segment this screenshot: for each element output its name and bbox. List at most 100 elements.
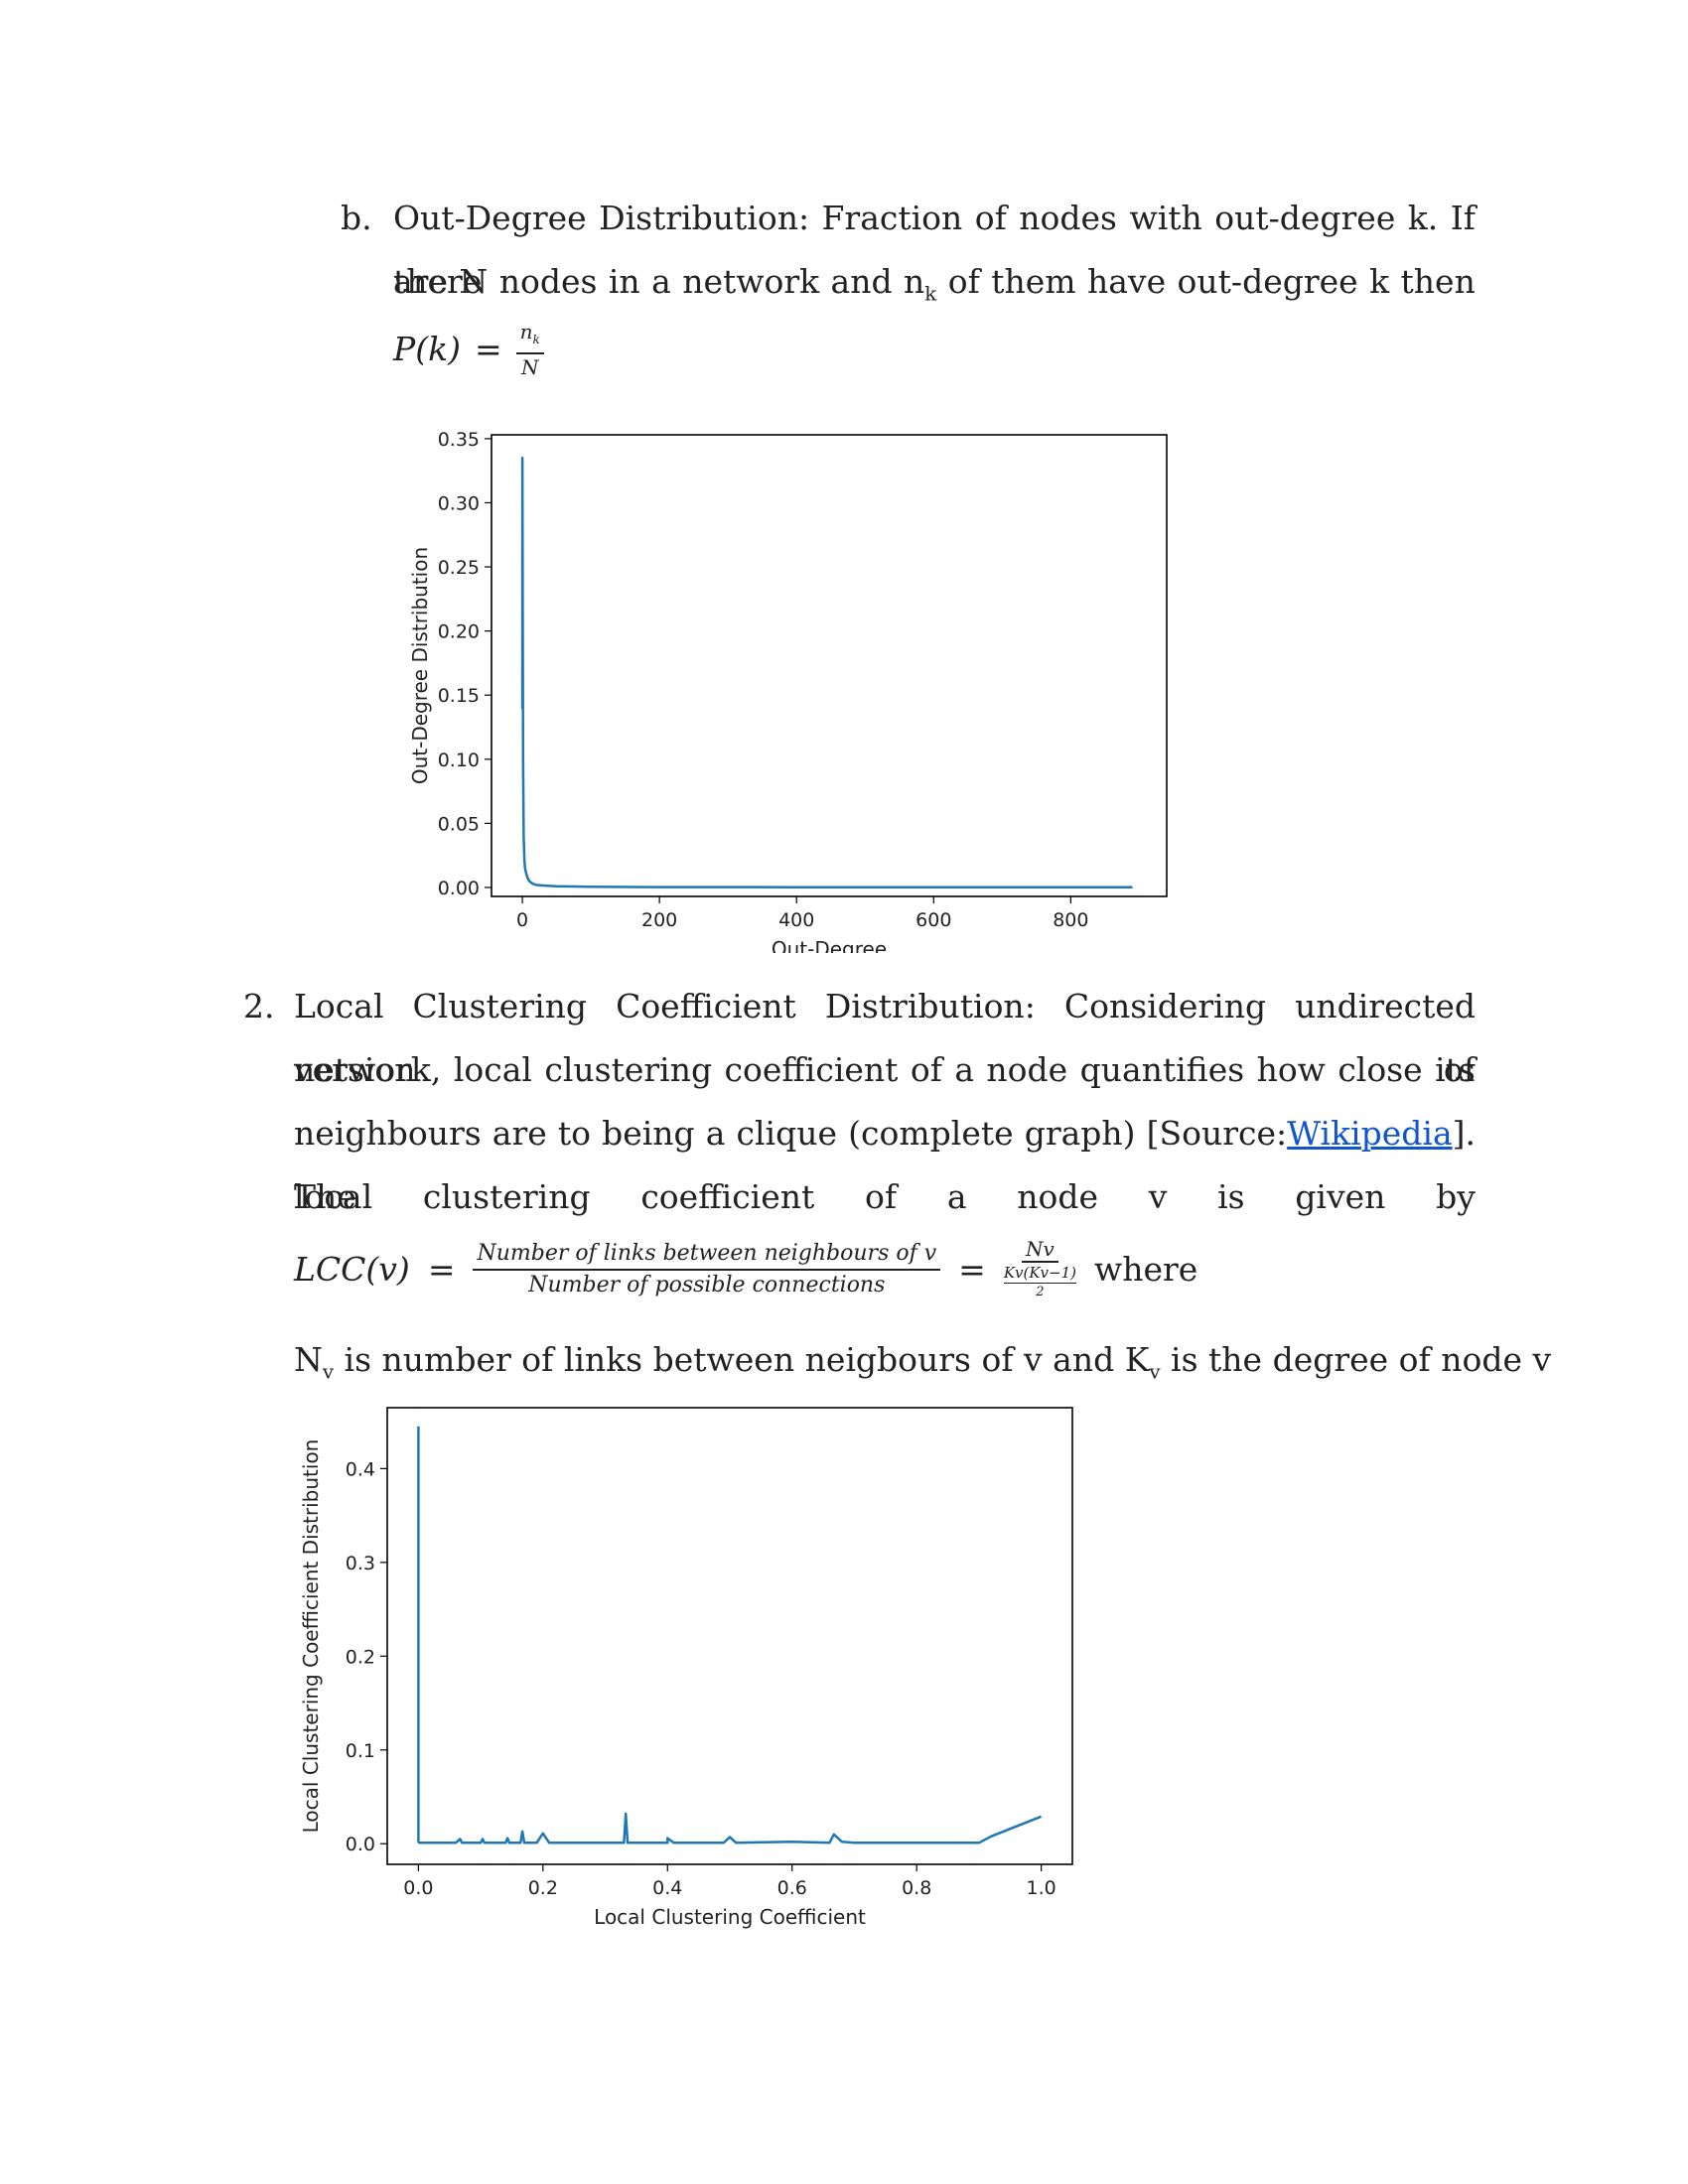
section-2-marker: 2. xyxy=(243,975,275,1038)
x-tick-label: 0.0 xyxy=(403,1877,433,1899)
y-tick-label: 0.3 xyxy=(346,1553,375,1574)
word: clustering xyxy=(544,1050,713,1089)
word: n xyxy=(904,262,925,301)
paragraph-text: Out-Degree Distribution: Fraction of nod… xyxy=(393,199,1476,301)
series-line xyxy=(520,456,1133,889)
section-b-text-line2: are N nodes in a network and nk of them … xyxy=(393,250,1476,327)
word: k xyxy=(1369,262,1390,301)
paragraph-text: neighbours are to being a clique (comple… xyxy=(294,1114,1288,1153)
word: N xyxy=(459,262,489,301)
fraction-numerator-2: Nv xyxy=(1022,1237,1058,1263)
word: node xyxy=(1017,1177,1098,1216)
word: by xyxy=(1436,1177,1476,1216)
word-nk: nk xyxy=(904,250,936,327)
section-b-text-line1: Out-Degree Distribution: Fraction of nod… xyxy=(393,187,1476,314)
word: are xyxy=(393,262,448,301)
word: a xyxy=(954,1050,974,1089)
formula-equals: = xyxy=(474,330,502,368)
paragraph-text: N xyxy=(294,1340,323,1379)
word: of xyxy=(947,262,980,301)
word: have xyxy=(1087,262,1167,301)
x-tick-label: 800 xyxy=(1053,909,1088,931)
paragraph-text: ]. The xyxy=(294,1114,1476,1216)
word: coefficient xyxy=(640,1177,815,1216)
section-2-text-line1: Local Clustering Coefficient Distributio… xyxy=(294,975,1476,1102)
x-tick-label: 400 xyxy=(778,909,814,931)
word: quantifies xyxy=(1079,1050,1245,1089)
y-tick-label: 0.35 xyxy=(438,429,480,451)
x-tick-label: 1.0 xyxy=(1027,1877,1056,1899)
paragraph-text: is the degree of node v xyxy=(1160,1340,1552,1379)
x-axis-label: Out-Degree xyxy=(772,937,887,953)
word: network, xyxy=(294,1050,442,1089)
fraction-numerator: Number of links between neighbours of v xyxy=(473,1239,941,1271)
word: them xyxy=(991,262,1076,301)
word: clustering xyxy=(422,1177,591,1216)
formula-equals-2: = xyxy=(958,1249,986,1289)
word: local xyxy=(294,1177,373,1216)
list-marker: b. xyxy=(341,199,372,237)
plot-frame xyxy=(386,1407,1073,1865)
subscript: v xyxy=(322,1360,335,1384)
paragraph-text: Local Clustering Coefficient Distributio… xyxy=(294,987,1476,1089)
fraction-denominator-2: Kv(Kv−1) xyxy=(1003,1264,1076,1284)
series-line xyxy=(417,1426,1043,1844)
word: then xyxy=(1400,262,1476,301)
formula-fraction-2: Nv Kv(Kv−1) 2 xyxy=(1003,1237,1076,1301)
paragraph-text: is number of links between neigbours of … xyxy=(334,1340,1150,1379)
plot-frame xyxy=(491,434,1168,897)
word: its xyxy=(1435,1050,1476,1089)
word: in xyxy=(608,262,640,301)
word: out-degree xyxy=(1177,262,1358,301)
y-tick-label: 0.05 xyxy=(438,813,480,835)
word: nodes xyxy=(498,262,598,301)
section-2-text-line6: Nv is number of links between neigbours … xyxy=(294,1328,1551,1405)
x-axis-label: Local Clustering Coefficient xyxy=(594,1905,866,1929)
formula-equals: = xyxy=(427,1249,456,1289)
formula-where: where xyxy=(1094,1249,1198,1289)
word: coefficient xyxy=(724,1050,899,1089)
subscript: k xyxy=(924,282,937,306)
list-marker: 2. xyxy=(243,987,275,1025)
fraction-denominator: N xyxy=(520,355,539,379)
y-tick-label: 0.2 xyxy=(346,1646,375,1668)
numerator-sub: k xyxy=(532,333,540,346)
x-tick-label: 200 xyxy=(641,909,677,931)
x-tick-label: 0.8 xyxy=(902,1877,931,1899)
word: of xyxy=(865,1177,898,1216)
x-tick-label: 0.6 xyxy=(777,1877,807,1899)
y-axis-label: Out-Degree Distribution xyxy=(408,547,432,784)
formula-fraction: nk N xyxy=(515,319,544,380)
numerator-n: n xyxy=(519,320,533,343)
fraction-denominator: Number of possible connections xyxy=(528,1272,886,1297)
x-tick-label: 0 xyxy=(516,909,528,931)
out-degree-chart: 0 200 400 600 800 0.00 0.05 0.10 0.15 0.20 0.25 0.3… xyxy=(408,429,1168,953)
y-tick-label: 0.25 xyxy=(438,557,480,579)
word: a xyxy=(651,262,671,301)
y-tick-label: 0.0 xyxy=(346,1834,375,1855)
word: close xyxy=(1337,1050,1423,1089)
word: is xyxy=(1217,1177,1245,1216)
formula-lhs: P(k) xyxy=(393,330,461,368)
formula-lcc: LCC(v) = Number of links between neighbo… xyxy=(294,1237,1197,1301)
word: local xyxy=(453,1050,532,1089)
formula-lhs: LCC(v) xyxy=(294,1249,410,1289)
x-tick-label: 600 xyxy=(915,909,951,931)
subscript: v xyxy=(1149,1360,1161,1384)
wikipedia-link[interactable]: Wikipedia xyxy=(1287,1114,1453,1153)
word: v xyxy=(1148,1177,1168,1216)
word: given xyxy=(1295,1177,1386,1216)
formula-pk: P(k) = nk N xyxy=(393,318,544,381)
word: a xyxy=(946,1177,967,1216)
section-2-text-line4: local clustering coefficient of a node v… xyxy=(294,1165,1476,1229)
y-axis-label: Local Clustering Coefficient Distributio… xyxy=(299,1439,323,1834)
y-tick-label: 0.4 xyxy=(346,1458,375,1480)
fraction-denominator-2b: 2 xyxy=(1036,1285,1045,1299)
word: network xyxy=(682,262,820,301)
word: and xyxy=(830,262,893,301)
y-tick-label: 0.30 xyxy=(438,492,480,514)
formula-fraction: Number of links between neighbours of v … xyxy=(473,1239,941,1300)
lcc-chart: 0.0 0.2 0.4 0.6 0.8 1.0 0.0 0.1 0.2 0.3 0.4 Local C… xyxy=(299,1407,1073,1929)
word: of xyxy=(910,1050,942,1089)
y-tick-label: 0.10 xyxy=(438,750,480,771)
